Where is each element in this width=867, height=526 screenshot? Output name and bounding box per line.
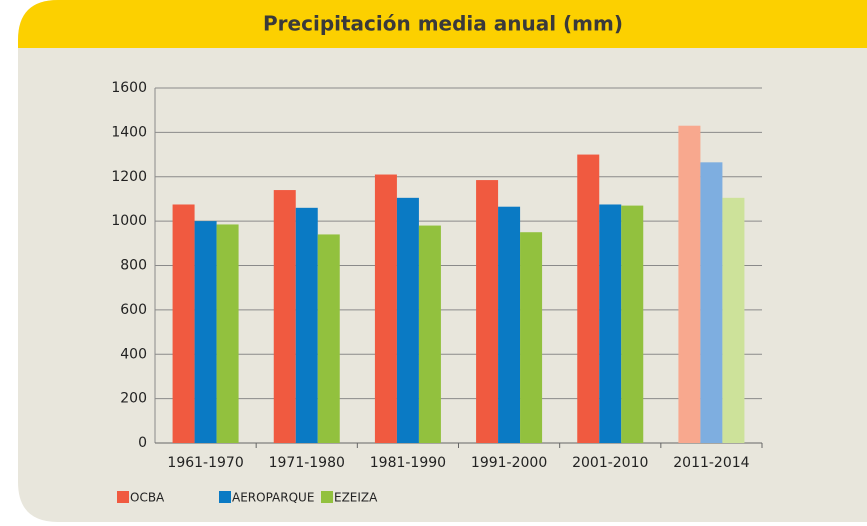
- legend-swatch: [219, 491, 231, 503]
- x-tick-label: 2001-2010: [572, 455, 648, 471]
- bar: [498, 206, 521, 443]
- bar: [722, 197, 745, 443]
- bar: [374, 174, 397, 443]
- bar: [172, 204, 195, 443]
- legend-label: EZEIZA: [334, 491, 378, 505]
- bar: [317, 234, 340, 443]
- y-tick-label: 1400: [111, 124, 147, 140]
- header: [18, 0, 867, 48]
- legend-label: AEROPARQUE: [232, 491, 314, 505]
- y-tick-label: 400: [120, 346, 147, 362]
- y-tick-label: 0: [138, 435, 147, 451]
- y-tick-label: 1200: [111, 169, 147, 185]
- bar: [678, 125, 701, 443]
- y-tick-label: 200: [120, 391, 147, 407]
- y-tick-label: 800: [120, 258, 147, 274]
- x-tick-label: 1971-1980: [269, 455, 345, 471]
- bar: [418, 225, 441, 443]
- bar: [396, 197, 419, 443]
- bar: [476, 180, 499, 443]
- x-tick-label: 1991-2000: [471, 455, 547, 471]
- x-tick-label: 2011-2014: [673, 455, 749, 471]
- bar: [621, 205, 644, 443]
- x-tick-label: 1961-1970: [167, 455, 243, 471]
- bar: [295, 207, 318, 443]
- bar: [216, 224, 239, 443]
- y-tick-label: 1600: [111, 80, 147, 96]
- chart-title: Precipitación media anual (mm): [263, 12, 623, 36]
- x-tick-label: 1981-1990: [370, 455, 446, 471]
- bar: [194, 221, 217, 443]
- legend-swatch: [117, 491, 129, 503]
- y-tick-label: 1000: [111, 213, 147, 229]
- bar: [700, 162, 723, 443]
- bar: [599, 204, 622, 443]
- bar: [520, 232, 543, 443]
- bar: [273, 190, 296, 443]
- y-tick-label: 600: [120, 302, 147, 318]
- legend-swatch: [321, 491, 333, 503]
- bar: [577, 154, 600, 443]
- legend-label: OCBA: [130, 491, 165, 505]
